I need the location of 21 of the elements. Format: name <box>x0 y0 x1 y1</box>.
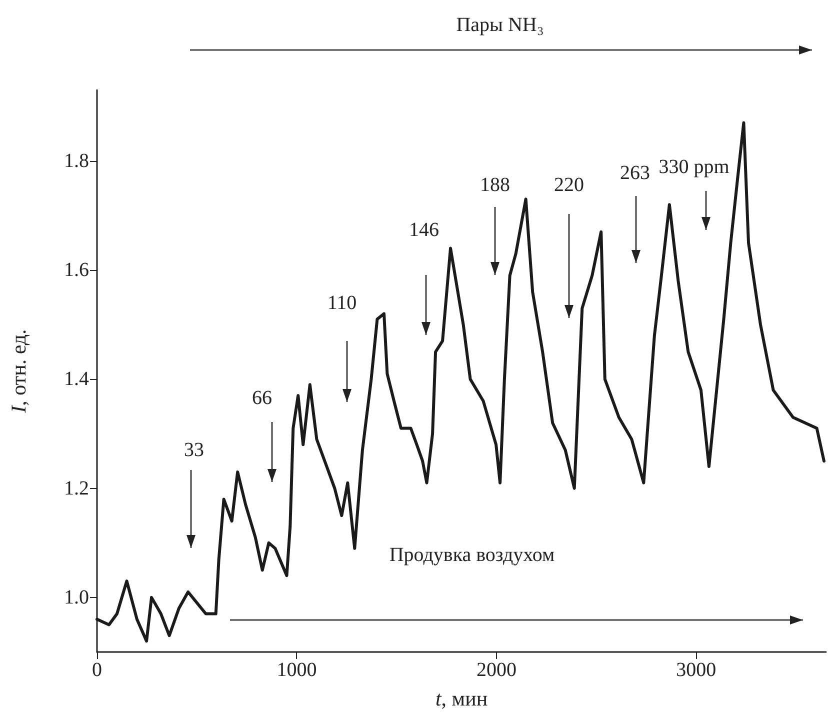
x-tick-label: 2000 <box>476 659 516 681</box>
y-axis-title: I, отн. ед. <box>6 329 30 414</box>
y-tick-label: 1.8 <box>64 150 89 172</box>
y-tick-label: 1.0 <box>64 586 89 608</box>
annotation: Продувка воздухом <box>389 544 555 566</box>
annotation: 66 <box>252 387 272 409</box>
annotation: 220 <box>554 174 584 196</box>
annotation: 146 <box>409 219 439 241</box>
annotation: 33 <box>184 439 204 461</box>
x-axis-title: t, мин <box>435 686 488 710</box>
text: Пары NH₃ <box>456 14 544 36</box>
annotation: 263 <box>620 162 650 184</box>
annotation: 330 ppm <box>658 156 730 178</box>
annotation: 188 <box>480 174 510 196</box>
x-tick-label: 0 <box>92 659 102 681</box>
y-tick-label: 1.4 <box>64 368 89 390</box>
x-tick-label: 3000 <box>676 659 716 681</box>
x-tick-label: 1000 <box>276 659 317 681</box>
y-tick-label: 1.6 <box>64 259 89 282</box>
annotation: 110 <box>327 292 357 314</box>
y-tick-label: 1.2 <box>64 477 89 500</box>
